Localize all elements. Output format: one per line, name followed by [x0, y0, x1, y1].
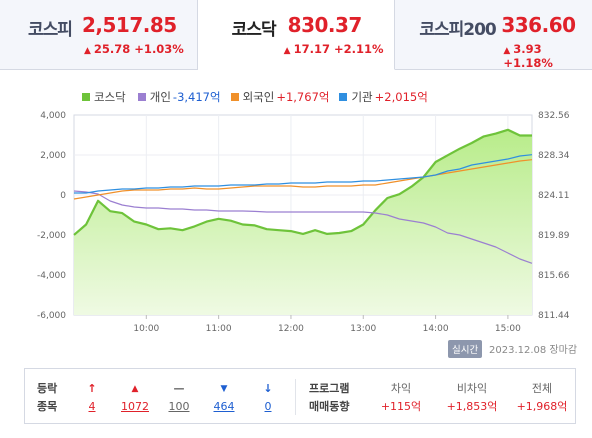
- tab-value: 336.60: [501, 13, 576, 37]
- y-left-tick-label: 4,000: [40, 111, 66, 121]
- legend-item-individual[interactable]: 개인 -3,417억: [137, 90, 221, 104]
- legend-swatch: [82, 93, 90, 101]
- y-left-tick-label: -6,000: [37, 311, 66, 321]
- line-layer: [73, 128, 533, 264]
- series-line-foreign: [73, 159, 533, 200]
- rise-fall-value[interactable]: 100: [168, 400, 190, 413]
- rise-fall-lower-limit[interactable]: ↓ 0: [257, 380, 279, 416]
- y-left-tick-label: 2,000: [40, 151, 66, 161]
- lower-limit-arrow-icon: ↓: [263, 382, 273, 395]
- index-tabs: 코스피 2,517.85 ▲ 25.78 +1.03% 코스닥 830.37 ▲ 1…: [0, 0, 592, 70]
- y-right-tick-label: 828.34: [538, 151, 570, 161]
- rise-fall-value[interactable]: 0: [264, 400, 272, 413]
- rise-fall-value[interactable]: 464: [213, 400, 235, 413]
- series-line-individual: [73, 190, 533, 264]
- rising-triangle-icon: ▲: [131, 384, 139, 394]
- market-date: 2023.12.08 장마감: [489, 345, 578, 356]
- x-tick-label: 14:00: [423, 324, 449, 334]
- divider: [295, 379, 296, 415]
- y-right-tick-label: 824.11: [538, 191, 570, 201]
- legend-value: +1,767억: [276, 90, 330, 104]
- series-line-institution: [74, 154, 533, 194]
- rise-fall-rising[interactable]: ▲ 1072: [115, 380, 155, 416]
- series-area-kosdaq: [74, 129, 532, 315]
- tab-name: 코스피: [28, 20, 73, 40]
- rise-fall-value[interactable]: 4: [88, 400, 96, 413]
- realtime-badge: 실시간: [448, 340, 483, 358]
- program-arbitrage: 차익 +115억: [380, 382, 422, 413]
- y-left-tick-label: -2,000: [37, 231, 66, 241]
- y-left-tick-label: -4,000: [37, 271, 66, 281]
- y-right-tick-label: 811.44: [538, 311, 570, 321]
- upper-limit-arrow-icon: ↑: [87, 382, 97, 395]
- falling-triangle-icon: ▼: [220, 384, 228, 394]
- legend-value: +2,015억: [374, 90, 428, 104]
- rise-fall-unchanged[interactable]: — 100: [163, 380, 195, 416]
- legend-value: -3,417억: [172, 90, 221, 104]
- tab-value: 2,517.85: [82, 13, 177, 37]
- legend-item-foreign[interactable]: 외국인 +1,767억: [230, 90, 330, 104]
- series-line-kosdaq: [73, 128, 532, 236]
- intraday-chart[interactable]: 4,000 832.56 2,000 828.34 0 824.11 -2,000 819.8…: [0, 105, 592, 335]
- tab-change: ▲ 3.93 +1.18%: [503, 42, 553, 70]
- rise-fall-value[interactable]: 1072: [121, 400, 149, 413]
- tab-kosdaq[interactable]: 코스닥 830.37 ▲ 17.17 +2.11%: [197, 0, 396, 70]
- y-right-tick-label: 819.89: [538, 231, 570, 241]
- tab-change: ▲ 17.17 +2.11%: [283, 42, 384, 56]
- x-tick-label: 15:00: [495, 324, 521, 334]
- legend-swatch: [339, 93, 348, 101]
- market-summary-box: 등락 종목 ↑ 4 ▲ 1072 — 100 ▼ 464 ↓ 0 프로그램 매매…: [24, 368, 576, 424]
- tab-change: ▲ 25.78 +1.03%: [84, 42, 184, 56]
- legend-label: 코스닥: [94, 90, 126, 104]
- y-right-tick-label: 832.56: [538, 111, 570, 121]
- unchanged-dash-icon: —: [173, 382, 185, 395]
- program-total: 전체 +1,968억: [516, 382, 568, 413]
- x-tick-label: 11:00: [206, 324, 232, 334]
- up-triangle-icon: ▲: [283, 46, 291, 56]
- up-triangle-icon: ▲: [84, 46, 91, 56]
- axis-layer: 4,000 832.56 2,000 828.34 0 824.11 -2,000 819.8…: [37, 111, 570, 334]
- x-tick-label: 10:00: [133, 324, 159, 334]
- area-layer: [74, 129, 532, 315]
- rise-fall-upper-limit[interactable]: ↑ 4: [81, 380, 103, 416]
- up-triangle-icon: ▲: [503, 46, 511, 56]
- y-left-tick-label: 0: [60, 191, 66, 201]
- legend-item-kosdaq[interactable]: 코스닥: [82, 90, 128, 104]
- tab-name: 코스닥: [231, 20, 277, 40]
- rise-fall-falling[interactable]: ▼ 464: [208, 380, 240, 416]
- rise-fall-label: 등락 종목: [37, 382, 58, 413]
- tab-value: 830.37: [287, 13, 363, 37]
- legend-swatch: [137, 93, 146, 101]
- tab-name: 코스피200: [419, 20, 496, 40]
- program-trading-label: 프로그램 매매동향: [309, 382, 350, 413]
- legend-label: 외국인: [242, 90, 275, 104]
- legend-label: 기관: [351, 90, 373, 104]
- y-right-tick-label: 815.66: [538, 271, 570, 281]
- x-tick-label: 13:00: [350, 324, 376, 334]
- tab-kospi200[interactable]: 코스피200 336.60 ▲ 3.93 +1.18%: [395, 0, 592, 70]
- x-tick-label: 12:00: [278, 324, 304, 334]
- legend-swatch: [230, 93, 239, 101]
- program-non-arbitrage: 비차익 +1,853억: [446, 382, 498, 413]
- legend-label: 개인: [149, 90, 171, 104]
- legend-item-institution[interactable]: 기관 +2,015억: [339, 90, 428, 104]
- chart-legend: 코스닥 개인 -3,417억 외국인 +1,767억 기관 +2,015억: [82, 90, 438, 104]
- tab-kospi[interactable]: 코스피 2,517.85 ▲ 25.78 +1.03%: [0, 0, 198, 69]
